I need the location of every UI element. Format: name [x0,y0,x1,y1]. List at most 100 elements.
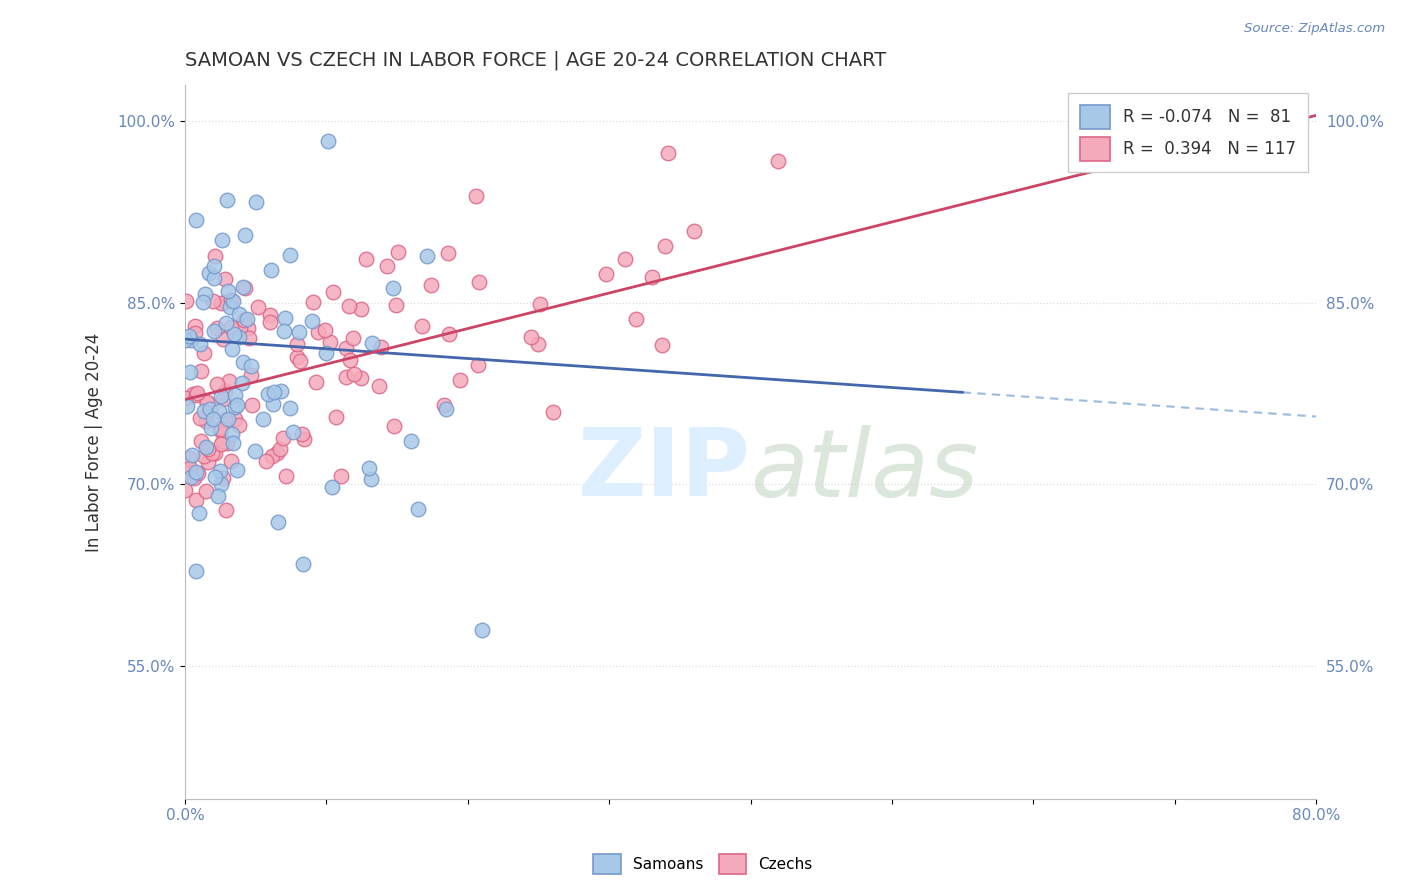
Point [198,402,221,417]
Point [188,411,211,425]
Point [416,249,439,263]
Point [211,233,233,247]
Point [368,379,391,393]
Point [229,321,252,335]
Point [467,275,489,289]
Point [406,502,429,516]
Point [260,263,283,277]
Point [350,302,373,317]
Point [222,435,245,450]
Point [382,419,405,434]
Point [321,480,343,494]
Point [184,319,207,334]
Point [232,280,254,294]
Point [221,342,243,356]
Point [174,333,197,347]
Point [179,451,201,466]
Point [204,446,226,460]
Point [269,442,291,457]
Point [302,295,325,310]
Point [375,259,398,273]
Point [614,252,637,266]
Point [201,446,224,460]
Point [201,412,224,426]
Point [219,293,242,307]
Point [218,374,240,388]
Point [209,477,232,491]
Point [247,300,270,314]
Point [197,442,219,456]
Point [301,314,323,328]
Point [288,354,311,368]
Point [193,449,215,463]
Point [657,146,679,161]
Point [387,244,409,259]
Point [278,248,301,262]
Point [179,328,201,343]
Point [640,270,662,285]
Point [273,324,295,338]
Point [411,318,433,333]
Point [314,323,336,337]
Point [184,213,207,227]
Point [285,350,308,364]
Point [768,154,790,169]
Point [205,320,228,334]
Point [360,472,382,486]
Point [399,434,422,448]
Point [285,337,308,351]
Point [190,364,212,378]
Point [335,369,357,384]
Point [330,469,353,483]
Point [322,285,344,299]
Point [180,333,202,347]
Point [179,365,201,379]
Point [183,387,205,401]
Point [257,386,280,401]
Point [259,309,281,323]
Point [194,440,217,454]
Text: atlas: atlas [751,425,979,516]
Point [221,427,243,442]
Point [305,375,328,389]
Point [202,271,225,285]
Point [224,388,246,402]
Point [449,374,471,388]
Point [202,324,225,338]
Point [209,295,232,310]
Point [194,484,217,499]
Point [215,193,238,207]
Point [271,431,294,445]
Point [181,448,204,462]
Legend: R = -0.074   N =  81, R =  0.394   N = 117: R = -0.074 N = 81, R = 0.394 N = 117 [1069,94,1308,172]
Point [183,471,205,485]
Point [252,412,274,426]
Point [274,311,297,326]
Point [195,395,218,409]
Point [219,319,242,334]
Point [174,391,197,405]
Point [214,413,236,427]
Point [174,293,197,308]
Point [228,308,250,322]
Point [382,281,405,295]
Point [217,412,239,426]
Point [467,359,489,373]
Point [219,454,242,468]
Point [204,249,226,263]
Point [281,425,304,439]
Point [194,287,217,301]
Point [682,224,704,238]
Point [215,317,238,331]
Point [291,426,314,441]
Point [191,295,214,310]
Point [215,295,238,310]
Point [233,227,256,242]
Text: SAMOAN VS CZECH IN LABOR FORCE | AGE 20-24 CORRELATION CHART: SAMOAN VS CZECH IN LABOR FORCE | AGE 20-… [186,51,886,70]
Point [214,272,236,286]
Point [337,300,360,314]
Point [529,297,551,311]
Legend: Samoans, Czechs: Samoans, Czechs [588,848,818,880]
Point [212,434,235,448]
Point [226,463,249,477]
